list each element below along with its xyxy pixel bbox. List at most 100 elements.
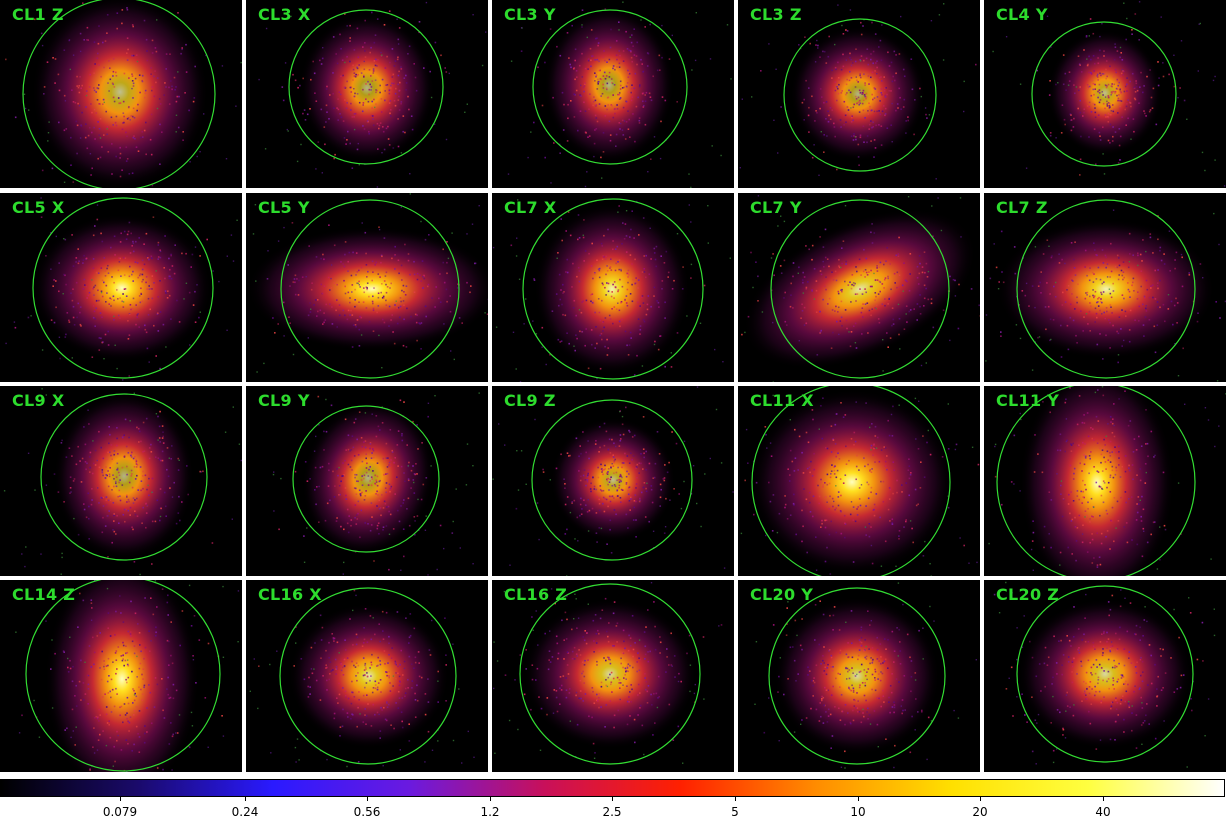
aperture-circle [768, 587, 946, 765]
colorbar-tick-label: 40 [1095, 805, 1111, 819]
aperture-circle [783, 18, 937, 172]
cluster-emission [1019, 386, 1175, 576]
cluster-emission-image [741, 195, 980, 382]
cluster-panel: CL9 Z [492, 386, 734, 576]
aperture-circle [996, 386, 1196, 576]
photon-noise [5, 2, 242, 187]
photon-noise [992, 1, 1226, 187]
colorbar-tick-label: 20 [972, 805, 988, 819]
cluster-emission-image [507, 1, 732, 188]
panel-label: CL9 Z [504, 391, 556, 410]
cluster-panel: CL14 Z [0, 580, 242, 772]
photon-noise [266, 392, 480, 576]
aperture-circle [532, 9, 688, 165]
cluster-emission [544, 7, 674, 163]
panel-label: CL4 Y [996, 5, 1048, 24]
panel-label: CL14 Z [12, 585, 76, 604]
colorbar-tick [612, 797, 613, 801]
cluster-panel: CL5 Y [246, 193, 488, 382]
panel-label: CL3 Z [750, 5, 802, 24]
panel-label: CL20 Z [996, 585, 1060, 604]
photon-noise [988, 386, 1226, 571]
cluster-panel: CL4 Y [984, 0, 1226, 188]
cluster-panel: CL5 X [0, 193, 242, 382]
photon-noise [5, 197, 238, 381]
cluster-panel: CL16 X [246, 580, 488, 772]
panel-label: CL9 Y [258, 391, 310, 410]
aperture-circle [770, 199, 950, 379]
cluster-panel: CL3 Y [492, 0, 734, 188]
photon-noise [741, 195, 980, 382]
cluster-emission-image [266, 392, 480, 576]
cluster-emission-image [492, 198, 731, 382]
cluster-emission [299, 13, 435, 163]
photon-noise [985, 209, 1226, 382]
panel-label: CL9 X [12, 391, 65, 410]
colorbar-ticks: 0.079 0.24 0.56 1.2 2.5 5 10 20 40 [0, 797, 1226, 824]
aperture-circle [1016, 199, 1196, 379]
panel-label: CL11 X [750, 391, 814, 410]
cluster-emission [302, 400, 434, 556]
panel-label: CL11 Y [996, 391, 1060, 410]
cluster-emission-image [5, 0, 242, 188]
cluster-panel: CL9 X [0, 386, 242, 576]
aperture-circle [25, 580, 221, 772]
colorbar-tick [490, 797, 491, 801]
cluster-emission [550, 417, 676, 543]
cluster-image-grid: CL1 Z CL3 X CL3 Y CL3 Z CL4 Y CL5 X CL5 Y CL7 X… [0, 0, 1226, 772]
cluster-panel: CL7 Y [738, 193, 980, 382]
panel-label: CL7 Z [996, 198, 1048, 217]
photon-noise [740, 390, 980, 576]
cluster-emission [996, 218, 1216, 360]
cluster-emission [790, 26, 926, 162]
panel-label: CL7 Y [750, 198, 802, 217]
cluster-emission-image [249, 587, 475, 768]
colorbar-tick [245, 797, 246, 801]
cluster-panel: CL7 Z [984, 193, 1226, 382]
aperture-circle [22, 0, 216, 188]
aperture-circle [1016, 585, 1194, 763]
colorbar-tick-label: 2.5 [602, 805, 622, 819]
panel-label: CL5 Y [258, 198, 310, 217]
cluster-panel: CL3 X [246, 0, 488, 188]
colorbar-tick [858, 797, 859, 801]
photon-noise [993, 581, 1216, 768]
photon-noise [507, 1, 732, 188]
photon-noise [754, 582, 977, 769]
photon-noise [15, 580, 240, 772]
aperture-circle [288, 9, 444, 165]
cluster-panel: CL16 Z [492, 580, 734, 772]
cluster-emission-image [992, 1, 1226, 187]
cluster-emission [774, 596, 940, 756]
cluster-panel: CL11 X [738, 386, 980, 576]
cluster-emission [1047, 30, 1163, 156]
cluster-emission [31, 0, 209, 188]
cluster-emission-image [5, 197, 238, 381]
cluster-emission [743, 208, 977, 370]
aperture-circle [1031, 21, 1177, 167]
cluster-panel: CL7 X [492, 193, 734, 382]
colorbar-tick [980, 797, 981, 801]
colorbar-tick [735, 797, 736, 801]
cluster-emission-image [740, 386, 980, 576]
aperture-circle [522, 198, 704, 380]
cluster-panel: CL9 Y [246, 386, 488, 576]
panel-label: CL3 X [258, 5, 311, 24]
photon-noise [492, 386, 734, 576]
colorbar-tick-label: 10 [850, 805, 866, 819]
cluster-emission-image [258, 1, 487, 188]
colorbar-tick-label: 0.56 [353, 805, 381, 819]
cluster-emission-image [492, 386, 734, 576]
cluster-panel: CL11 Y [984, 386, 1226, 576]
aperture-circle [519, 583, 701, 765]
panel-label: CL1 Z [12, 5, 64, 24]
colorbar-tick-label: 1.2 [480, 805, 500, 819]
aperture-circle [751, 386, 951, 576]
panel-label: CL3 Y [504, 5, 556, 24]
cluster-emission-image [3, 388, 242, 576]
cluster-emission [1018, 598, 1192, 750]
photon-noise [493, 582, 723, 764]
colorbar-tick [120, 797, 121, 801]
cluster-panel: CL20 Y [738, 580, 980, 772]
aperture-circle [40, 393, 208, 561]
